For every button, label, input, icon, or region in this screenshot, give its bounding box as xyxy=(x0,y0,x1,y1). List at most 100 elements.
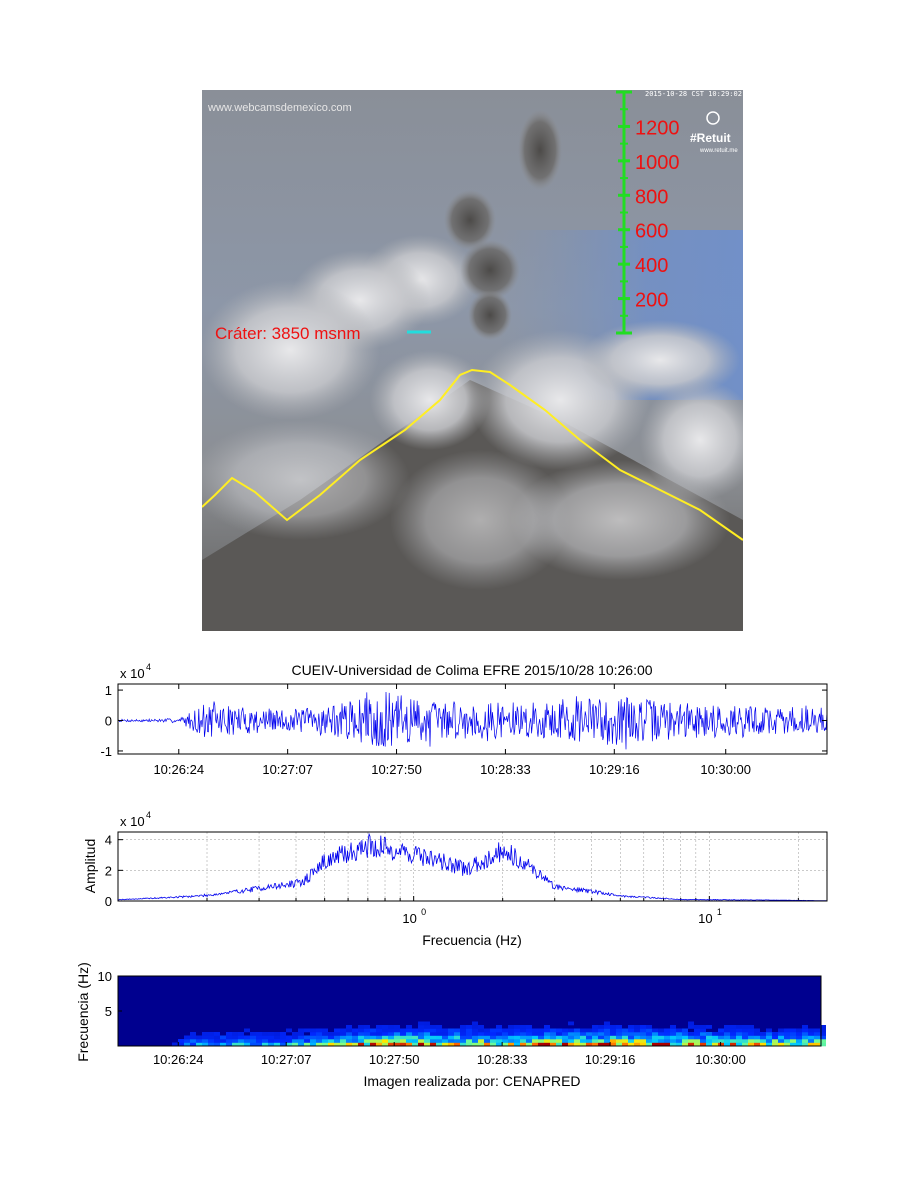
spectrogram-xlabel: Imagen realizada por: CENAPRED xyxy=(363,1073,580,1089)
spectrogram-cell xyxy=(244,1035,250,1040)
spectrogram-cell xyxy=(634,1032,640,1036)
spectrogram-cell xyxy=(472,1042,478,1047)
spectrogram-cell xyxy=(574,1042,580,1047)
spectrogram-cell xyxy=(718,1032,724,1036)
spectrogram-cell xyxy=(538,1042,544,1047)
spectrogram-cell xyxy=(496,1042,502,1047)
spectrogram-cell xyxy=(268,1042,274,1047)
spectrogram-cell xyxy=(502,1032,508,1036)
spectrogram-cell xyxy=(340,1028,346,1033)
spectrogram-cell xyxy=(622,1042,628,1047)
spectrogram-cell xyxy=(358,1042,364,1047)
spectrogram-cell xyxy=(550,1032,556,1036)
spectrogram-cell xyxy=(490,1035,496,1040)
spectrogram-cell xyxy=(334,1032,340,1036)
spectrogram-cell xyxy=(526,1042,532,1047)
spectrogram-cell xyxy=(400,1032,406,1036)
spectrogram-cell xyxy=(448,1039,454,1043)
spectrogram-cell xyxy=(586,1039,592,1043)
spectrogram-cell xyxy=(256,1039,262,1043)
spectrogram-cell xyxy=(724,1025,730,1029)
spectrogram-cell xyxy=(520,1042,526,1047)
spectrogram-cell xyxy=(202,1032,208,1036)
spectrogram-cell xyxy=(682,1032,688,1036)
spectrogram-cell xyxy=(214,1039,220,1043)
spectrogram-cell xyxy=(466,1035,472,1040)
spectrogram-cell xyxy=(586,1035,592,1040)
spectrogram-cell xyxy=(562,1035,568,1040)
spectrogram-cell xyxy=(670,1028,676,1033)
spectrogram-cell xyxy=(664,1042,670,1047)
spectrogram-cell xyxy=(202,1042,208,1047)
spectrogram-cell xyxy=(718,1039,724,1043)
spectrogram-cell xyxy=(454,1042,460,1047)
spectrogram-xtick-label: 10:30:00 xyxy=(695,1052,746,1067)
spectrogram-cell xyxy=(544,1042,550,1047)
spectrogram-cell xyxy=(226,1035,232,1040)
spectrogram-cell xyxy=(526,1025,532,1029)
spectrogram-cell xyxy=(394,1042,400,1047)
spectrogram-cell xyxy=(310,1039,316,1043)
spectrum-ytick-label: 4 xyxy=(105,833,112,848)
spectrogram-cell xyxy=(346,1025,352,1029)
scale-tick-label: 400 xyxy=(635,255,668,277)
seismogram-xtick-label: 10:27:50 xyxy=(371,762,422,777)
spectrogram-cell xyxy=(382,1028,388,1033)
spectrogram-cell xyxy=(346,1035,352,1040)
spectrum-ylabel: Amplitud xyxy=(82,839,98,893)
spectrogram-cell xyxy=(706,1042,712,1047)
spectrogram-cell xyxy=(616,1035,622,1040)
spectrogram-cell xyxy=(394,1039,400,1043)
spectrogram-cell xyxy=(808,1035,814,1040)
spectrogram-cell xyxy=(292,1042,298,1047)
spectrogram-cell xyxy=(316,1039,322,1043)
spectrogram-cell xyxy=(442,1028,448,1033)
spectrum-xlabel: Frecuencia (Hz) xyxy=(422,932,522,948)
spectrogram-cell xyxy=(742,1042,748,1047)
spectrogram-cell xyxy=(706,1032,712,1036)
spectrogram-cell xyxy=(190,1039,196,1043)
spectrogram-cell xyxy=(682,1039,688,1043)
spectrogram-cell xyxy=(718,1035,724,1040)
spectrogram-cell xyxy=(694,1035,700,1040)
height-scale: 1200 1000 800 600 400 200 xyxy=(616,90,680,335)
spectrogram-cell xyxy=(694,1042,700,1047)
spectrogram-cell xyxy=(634,1039,640,1043)
spectrogram-cell xyxy=(616,1025,622,1029)
spectrogram-cell xyxy=(766,1032,772,1036)
spectrogram-cell xyxy=(736,1042,742,1047)
spectrogram-cell xyxy=(598,1025,604,1029)
spectrogram-cell xyxy=(424,1025,430,1029)
spectrogram-cell xyxy=(652,1032,658,1036)
spectrogram-cell xyxy=(466,1042,472,1047)
spectrogram-cell xyxy=(766,1042,772,1047)
spectrogram-cell xyxy=(466,1028,472,1033)
spectrogram-cell xyxy=(628,1028,634,1033)
seismogram-exponent: x 10 xyxy=(120,666,145,681)
spectrogram-cell xyxy=(238,1032,244,1036)
timestamp-stamp: 2015-10-28 CST 10:29:02 xyxy=(645,90,742,98)
spectrogram-cell xyxy=(202,1035,208,1040)
spectrogram-cell xyxy=(730,1039,736,1043)
spectrogram-cell xyxy=(322,1032,328,1036)
spectrogram-cell xyxy=(436,1028,442,1033)
spectrogram-cell xyxy=(526,1035,532,1040)
spectrogram-cell xyxy=(382,1042,388,1047)
spectrogram-cell xyxy=(406,1025,412,1029)
spectrogram-cell xyxy=(442,1032,448,1036)
spectrogram-cell xyxy=(604,1021,610,1026)
spectrogram-cell xyxy=(232,1032,238,1036)
spectrogram-cell xyxy=(358,1039,364,1043)
spectrogram-cell xyxy=(658,1039,664,1043)
spectrogram-cell xyxy=(442,1042,448,1047)
spectrogram-cell xyxy=(778,1032,784,1036)
spectrogram-cell xyxy=(700,1035,706,1040)
spectrogram-cell xyxy=(574,1032,580,1036)
spectrogram-cell xyxy=(412,1035,418,1040)
spectrogram-cell xyxy=(250,1035,256,1040)
spectrogram-cell xyxy=(364,1042,370,1047)
spectrogram-cell xyxy=(310,1032,316,1036)
spectrogram-cell xyxy=(484,1032,490,1036)
spectrogram-cell xyxy=(562,1028,568,1033)
spectrogram-cell xyxy=(796,1039,802,1043)
